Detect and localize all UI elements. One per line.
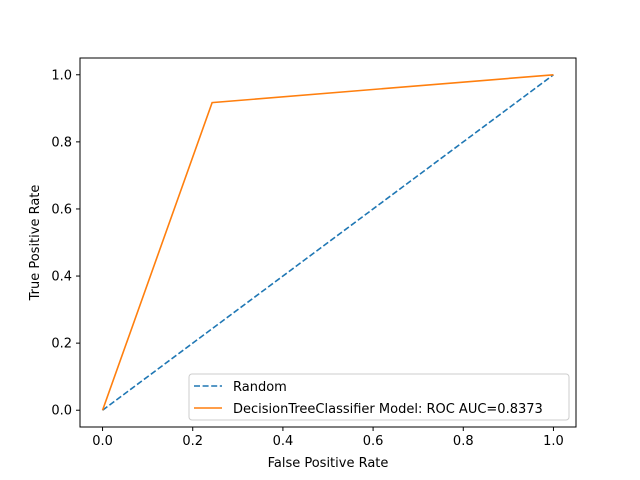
x-axis-ticks: 0.0 0.2 0.4 0.6 0.8 1.0 [92, 427, 564, 449]
x-axis-label: False Positive Rate [268, 456, 389, 471]
y-tick-label: 1.0 [51, 68, 72, 83]
x-tick-label: 0.2 [182, 434, 203, 449]
y-tick-label: 0.8 [51, 135, 72, 150]
legend-label-random: Random [233, 380, 287, 395]
x-tick-label: 0.0 [92, 434, 113, 449]
plot-frame [79, 57, 577, 428]
legend-box [188, 373, 570, 421]
x-tick-label: 0.8 [453, 434, 474, 449]
y-tick-label: 0.2 [51, 337, 72, 352]
legend-label-model: DecisionTreeClassifier Model: ROC AUC=0.… [233, 402, 543, 417]
series-line-random [102, 74, 554, 411]
x-tick-label: 0.4 [273, 434, 294, 449]
y-tick-label: 0.0 [51, 404, 72, 419]
y-tick-label: 0.4 [51, 270, 72, 285]
x-tick-label: 0.6 [363, 434, 384, 449]
legend: Random DecisionTreeClassifier Model: ROC … [188, 373, 570, 421]
series-layer [101, 73, 554, 411]
series-line-model [101, 73, 554, 411]
y-axis-ticks: 0.0 0.2 0.4 0.6 0.8 1.0 [51, 68, 80, 419]
y-axis-label: True Positive Rate [28, 185, 43, 302]
y-tick-label: 0.6 [51, 202, 72, 217]
x-tick-label: 1.0 [543, 434, 564, 449]
